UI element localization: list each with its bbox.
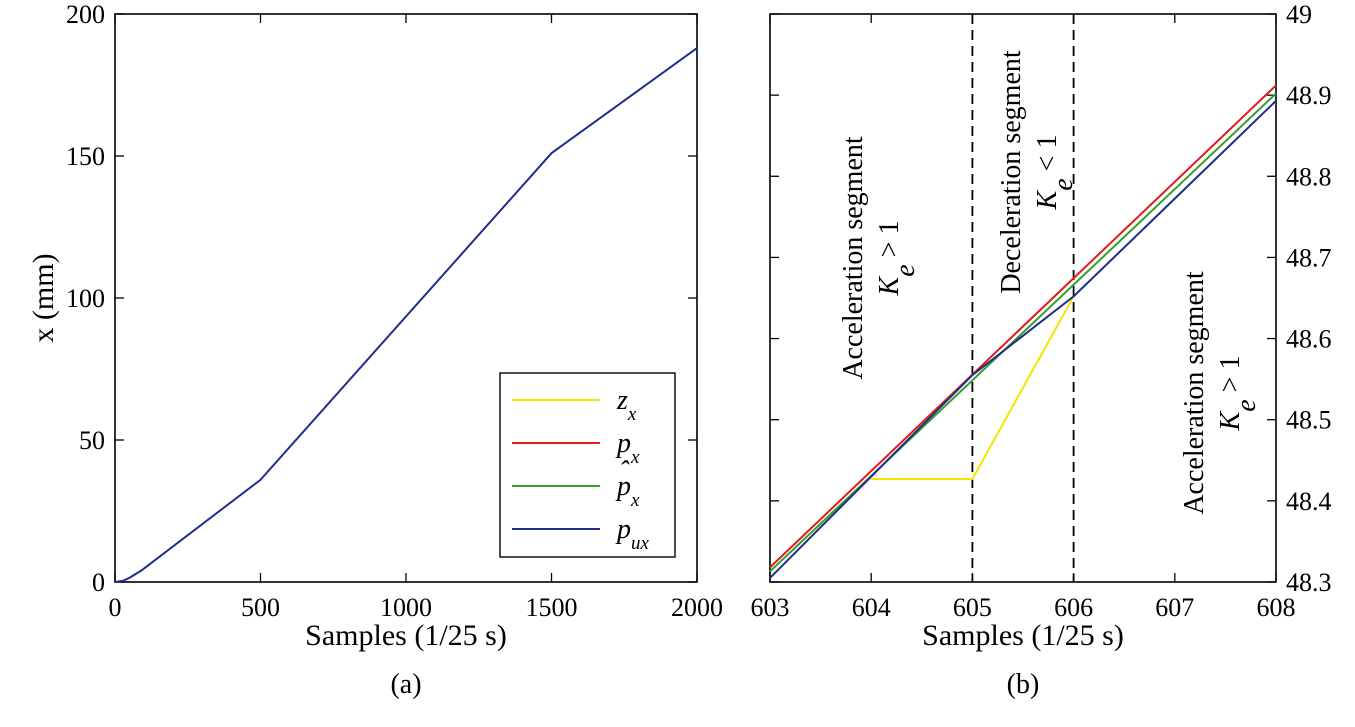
panel-a-label: (a) xyxy=(390,669,421,700)
panel-a-ticks: 0 500 1000 1500 2000 0 50 100 150 200 xyxy=(66,0,723,622)
panel-b-label: (b) xyxy=(1007,669,1040,700)
panel-b-dashed-lines xyxy=(971,14,1075,582)
annotation-deceleration-label: Deceleration segment xyxy=(996,50,1027,294)
series-p-x xyxy=(769,84,1277,569)
x-tick-label: 2000 xyxy=(671,593,723,622)
panel-b-xlabel: Samples (1/25 s) xyxy=(922,619,1124,652)
y-tick-label: 100 xyxy=(66,284,105,313)
x-tick-label: 606 xyxy=(1054,593,1093,622)
annotation-deceleration-condition: Ke < 1 xyxy=(1032,135,1079,211)
annotation-acceleration-2-label: Acceleration segment xyxy=(1179,271,1210,515)
y-tick-label: 48.7 xyxy=(1286,243,1332,272)
annotation-acceleration-2: Acceleration segment Ke > 1 xyxy=(1179,271,1262,515)
x-tick-label: 607 xyxy=(1155,593,1194,622)
y-tick-label: 48.9 xyxy=(1286,81,1332,110)
x-tick-label: 1500 xyxy=(526,593,578,622)
annotation-acceleration-2-condition: Ke > 1 xyxy=(1215,356,1262,432)
panel-b-plot-area xyxy=(769,13,1277,583)
legend-label: px xyxy=(615,471,640,511)
series-p-hat-x xyxy=(769,92,1277,573)
legend-label: pux xyxy=(615,514,650,554)
x-tick-label: 0 xyxy=(109,593,122,622)
panel-a-ylabel: x (mm) xyxy=(27,253,60,342)
panel-a: 0 500 1000 1500 2000 0 50 100 150 200 x (mm) Samp… xyxy=(27,0,723,700)
x-tick-label: 608 xyxy=(1257,593,1296,622)
y-tick-label: 48.8 xyxy=(1286,162,1332,191)
legend-box xyxy=(499,372,676,558)
x-tick-label: 1000 xyxy=(380,593,432,622)
y-tick-label: 200 xyxy=(66,0,105,29)
y-tick-label: 48.5 xyxy=(1286,406,1332,435)
annotation-acceleration-1-condition: Ke > 1 xyxy=(874,221,921,297)
panel-a-xlabel: Samples (1/25 s) xyxy=(305,619,507,652)
panel-b-series xyxy=(769,84,1277,579)
series-p-ux xyxy=(769,100,1277,579)
y-tick-label: 48.3 xyxy=(1286,568,1332,597)
x-tick-label: 604 xyxy=(852,593,891,622)
x-tick-label: 500 xyxy=(241,593,280,622)
x-tick-label: 603 xyxy=(751,593,790,622)
y-tick-label: 48.6 xyxy=(1286,325,1332,354)
panel-a-series xyxy=(114,47,698,583)
annotation-acceleration-1-label: Acceleration segment xyxy=(838,136,869,380)
y-tick-label: 48.4 xyxy=(1286,487,1332,516)
y-tick-label: 0 xyxy=(92,568,105,597)
legend-hat-mark: ˆ xyxy=(619,456,630,487)
annotation-deceleration: Deceleration segment Ke < 1 xyxy=(996,50,1079,294)
annotation-acceleration-1: Acceleration segment Ke > 1 xyxy=(838,136,921,380)
y-tick-label: 49 xyxy=(1286,0,1312,29)
legend-label: zx xyxy=(616,385,637,425)
y-tick-label: 50 xyxy=(79,426,105,455)
y-tick-label: 150 xyxy=(66,142,105,171)
x-tick-label: 605 xyxy=(953,593,992,622)
legend-label: px xyxy=(615,428,640,468)
series-p-ux xyxy=(114,47,698,583)
series-z-x xyxy=(871,295,1075,480)
